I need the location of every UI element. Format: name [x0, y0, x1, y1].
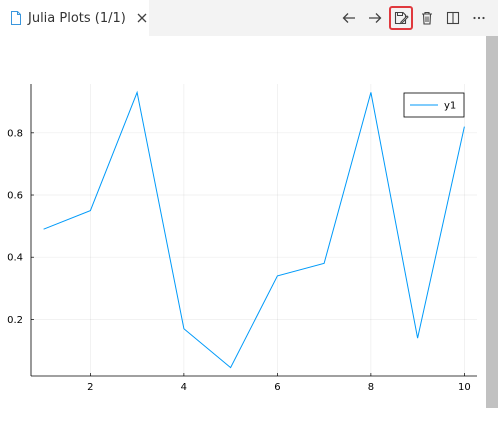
back-arrow-icon[interactable] [338, 7, 360, 29]
tab-julia-plots[interactable]: Julia Plots (1/1) [0, 0, 150, 36]
close-icon[interactable] [136, 10, 149, 26]
grid [31, 84, 477, 376]
y-tick-label: 0.4 [7, 253, 23, 264]
x-tick-label: 6 [274, 382, 280, 393]
series [43, 90, 465, 369]
tab-label: Julia Plots (1/1) [28, 10, 126, 26]
series-line-y1 [43, 90, 465, 369]
x-tick-label: 4 [181, 382, 187, 393]
tab-bar: Julia Plots (1/1) [0, 0, 498, 36]
axes: 2 4 6 8 10 0.2 0.4 0.6 0.8 [7, 84, 477, 393]
more-icon[interactable] [468, 7, 490, 29]
plot-pane: 2 4 6 8 10 0.2 0.4 0.6 0.8 y1 [0, 36, 498, 422]
legend-label: y1 [444, 101, 456, 112]
x-tick-label: 8 [368, 382, 374, 393]
y-tick-label: 0.6 [7, 191, 23, 202]
editor-toolbar [334, 0, 498, 36]
forward-arrow-icon[interactable] [364, 7, 386, 29]
line-chart: 2 4 6 8 10 0.2 0.4 0.6 0.8 y1 [7, 84, 477, 393]
x-tick-label: 10 [458, 382, 471, 393]
legend: y1 [403, 92, 465, 118]
split-editor-icon[interactable] [442, 7, 464, 29]
trash-icon[interactable] [416, 7, 438, 29]
file-icon [10, 10, 22, 26]
y-tick-label: 0.2 [7, 315, 23, 326]
vertical-scrollbar[interactable] [486, 36, 498, 408]
y-tick-label: 0.8 [7, 128, 23, 139]
save-plot-icon[interactable] [389, 6, 413, 30]
x-tick-label: 2 [87, 382, 93, 393]
